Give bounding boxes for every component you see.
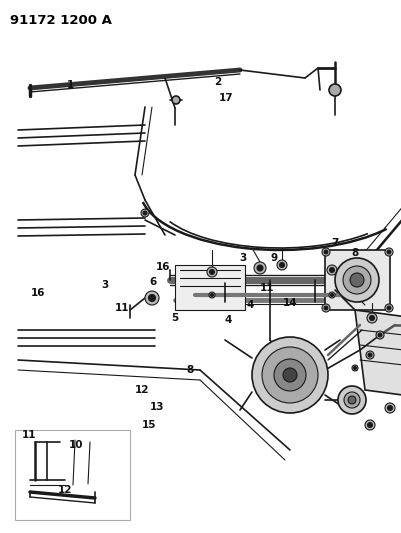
Circle shape [141, 209, 149, 217]
Bar [15, 430, 130, 520]
Circle shape [254, 262, 266, 274]
Circle shape [148, 295, 156, 302]
Circle shape [335, 258, 379, 302]
Circle shape [354, 367, 356, 369]
Circle shape [324, 250, 328, 254]
Circle shape [385, 304, 393, 312]
Text: 12: 12 [135, 385, 149, 395]
Text: 16: 16 [31, 288, 45, 298]
Circle shape [342, 265, 348, 271]
Bar [325, 250, 390, 310]
Circle shape [358, 278, 363, 282]
Circle shape [368, 353, 372, 357]
Circle shape [274, 359, 306, 391]
Circle shape [376, 331, 384, 339]
Text: 11: 11 [22, 430, 36, 440]
Text: 8: 8 [351, 248, 358, 258]
Circle shape [277, 260, 287, 270]
Circle shape [350, 273, 364, 287]
Circle shape [257, 265, 263, 271]
Text: 3: 3 [101, 280, 109, 290]
Circle shape [207, 267, 217, 277]
Circle shape [352, 365, 358, 371]
Text: 9: 9 [270, 253, 277, 263]
Text: 6: 6 [150, 277, 157, 287]
Circle shape [378, 333, 382, 337]
Circle shape [143, 211, 147, 215]
Circle shape [367, 313, 377, 323]
Bar [175, 265, 245, 310]
Circle shape [252, 337, 328, 413]
Circle shape [327, 265, 337, 275]
Circle shape [279, 262, 284, 268]
Circle shape [385, 248, 393, 256]
Circle shape [330, 268, 334, 272]
Text: 8: 8 [186, 365, 194, 375]
Circle shape [209, 292, 215, 298]
Circle shape [344, 392, 360, 408]
Polygon shape [355, 310, 401, 400]
Text: 17: 17 [219, 93, 233, 103]
Polygon shape [57, 440, 105, 485]
Circle shape [329, 84, 341, 96]
Circle shape [355, 275, 365, 285]
Circle shape [329, 292, 335, 298]
Circle shape [172, 96, 180, 104]
Text: 10: 10 [69, 440, 83, 450]
Text: 4: 4 [246, 300, 254, 310]
Circle shape [369, 316, 375, 320]
Text: 11: 11 [115, 303, 129, 313]
Circle shape [211, 294, 213, 296]
Text: 12: 12 [58, 485, 72, 495]
Text: 2: 2 [215, 77, 222, 87]
Circle shape [366, 351, 374, 359]
Circle shape [283, 368, 297, 382]
Circle shape [145, 291, 159, 305]
Circle shape [344, 266, 346, 270]
Text: 14: 14 [283, 298, 297, 308]
Circle shape [343, 266, 371, 294]
Circle shape [324, 306, 328, 310]
Text: 1: 1 [67, 80, 74, 90]
Circle shape [387, 250, 391, 254]
Circle shape [322, 248, 330, 256]
Circle shape [365, 420, 375, 430]
Circle shape [330, 294, 334, 296]
Circle shape [385, 403, 395, 413]
Circle shape [367, 423, 373, 427]
Circle shape [338, 386, 366, 414]
Circle shape [348, 396, 356, 404]
Text: 7: 7 [331, 238, 339, 248]
Circle shape [387, 406, 393, 410]
Circle shape [209, 270, 215, 274]
Circle shape [387, 306, 391, 310]
Text: 16: 16 [156, 262, 170, 272]
Text: 91172 1200 A: 91172 1200 A [10, 14, 112, 27]
Text: 11: 11 [260, 283, 274, 293]
Text: 4: 4 [224, 315, 232, 325]
Text: 5: 5 [171, 313, 178, 323]
Text: 3: 3 [239, 253, 247, 263]
Circle shape [322, 304, 330, 312]
Text: 15: 15 [142, 420, 156, 430]
Circle shape [262, 347, 318, 403]
Text: 13: 13 [150, 402, 164, 412]
